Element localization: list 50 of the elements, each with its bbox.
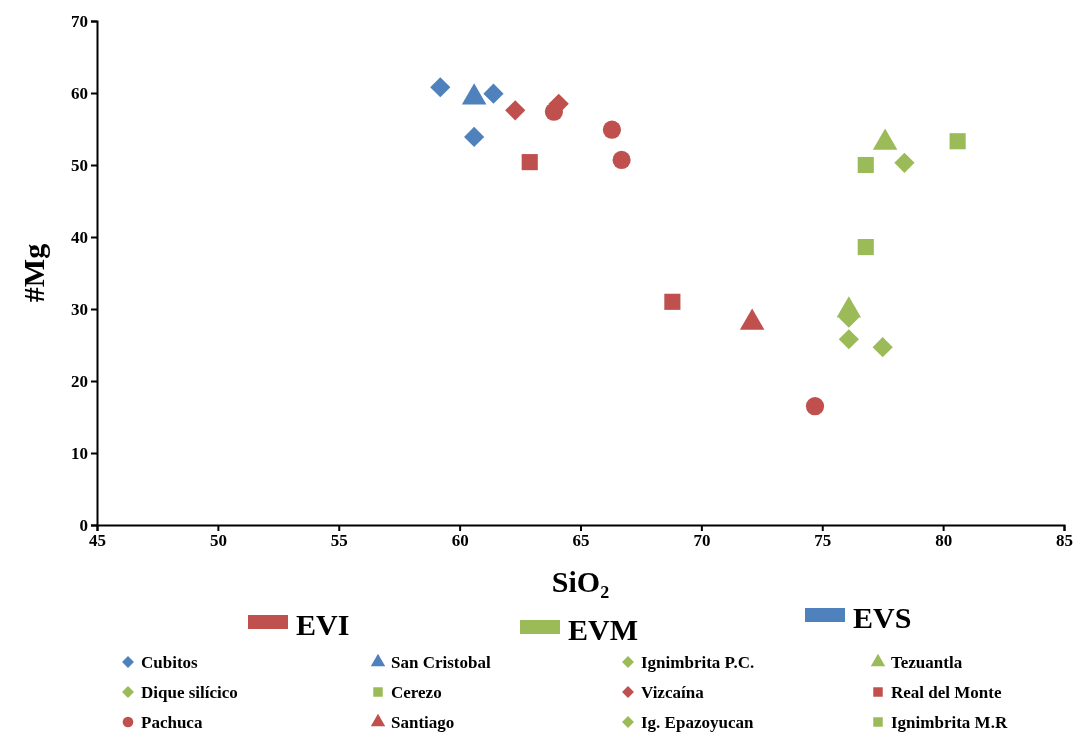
point: [521, 154, 538, 171]
point: [664, 293, 681, 310]
legend-label: Santiago: [391, 713, 455, 732]
x-tick-label: 85: [1056, 531, 1073, 551]
point: [894, 152, 915, 173]
y-tick-label: 50: [71, 155, 88, 175]
legend-label: Pachuca: [141, 713, 203, 732]
x-tick-label: 50: [209, 531, 227, 551]
y-tick-label: 20: [71, 371, 88, 391]
y-tick-label: 0: [79, 515, 88, 535]
point: [838, 329, 859, 350]
x-axis-title: SiO₂: [551, 565, 610, 598]
x-tick-label: 65: [572, 531, 590, 551]
y-tick-label: 70: [71, 11, 88, 31]
legend-label: EVM: [568, 613, 638, 646]
point: [602, 120, 622, 139]
point: [857, 239, 874, 256]
x-tick-label: 70: [693, 531, 711, 551]
point: [949, 133, 966, 150]
point: [430, 77, 451, 98]
x-tick-label: 60: [451, 531, 469, 551]
y-axis-title: #Mg: [17, 243, 50, 303]
legend-label: Ig. Epazoyucan: [641, 713, 754, 732]
legend-label: EVI: [296, 608, 350, 641]
legend-label: Ignimbrita P.C.: [641, 653, 755, 672]
legend-label: Vizcaína: [641, 683, 705, 702]
point: [805, 397, 825, 416]
legend-label: San Cristobal: [391, 653, 491, 672]
legend-label: Dique silícico: [141, 683, 238, 702]
x-tick-label: 80: [935, 531, 953, 551]
y-tick-label: 40: [71, 227, 88, 247]
x-tick-label: 55: [330, 531, 348, 551]
y-tick-label: 60: [71, 83, 88, 103]
legend-label: Tezuantla: [891, 653, 963, 672]
point: [857, 156, 874, 174]
point: [464, 126, 485, 148]
point: [483, 83, 504, 104]
point: [548, 93, 569, 114]
legend-label: EVS: [853, 601, 912, 634]
x-tick-label: 75: [814, 531, 832, 551]
legend-label: Cerezo: [391, 683, 442, 702]
legend-label: Ignimbrita M.R: [891, 713, 1008, 732]
y-tick-label: 10: [71, 443, 88, 463]
point: [612, 150, 631, 170]
point: [872, 337, 893, 358]
y-tick-label: 30: [71, 299, 88, 319]
x-tick-label: 45: [89, 531, 106, 551]
point: [505, 100, 526, 121]
legend-label: Cubitos: [141, 653, 199, 672]
legend-label: Real del Monte: [891, 683, 1002, 702]
